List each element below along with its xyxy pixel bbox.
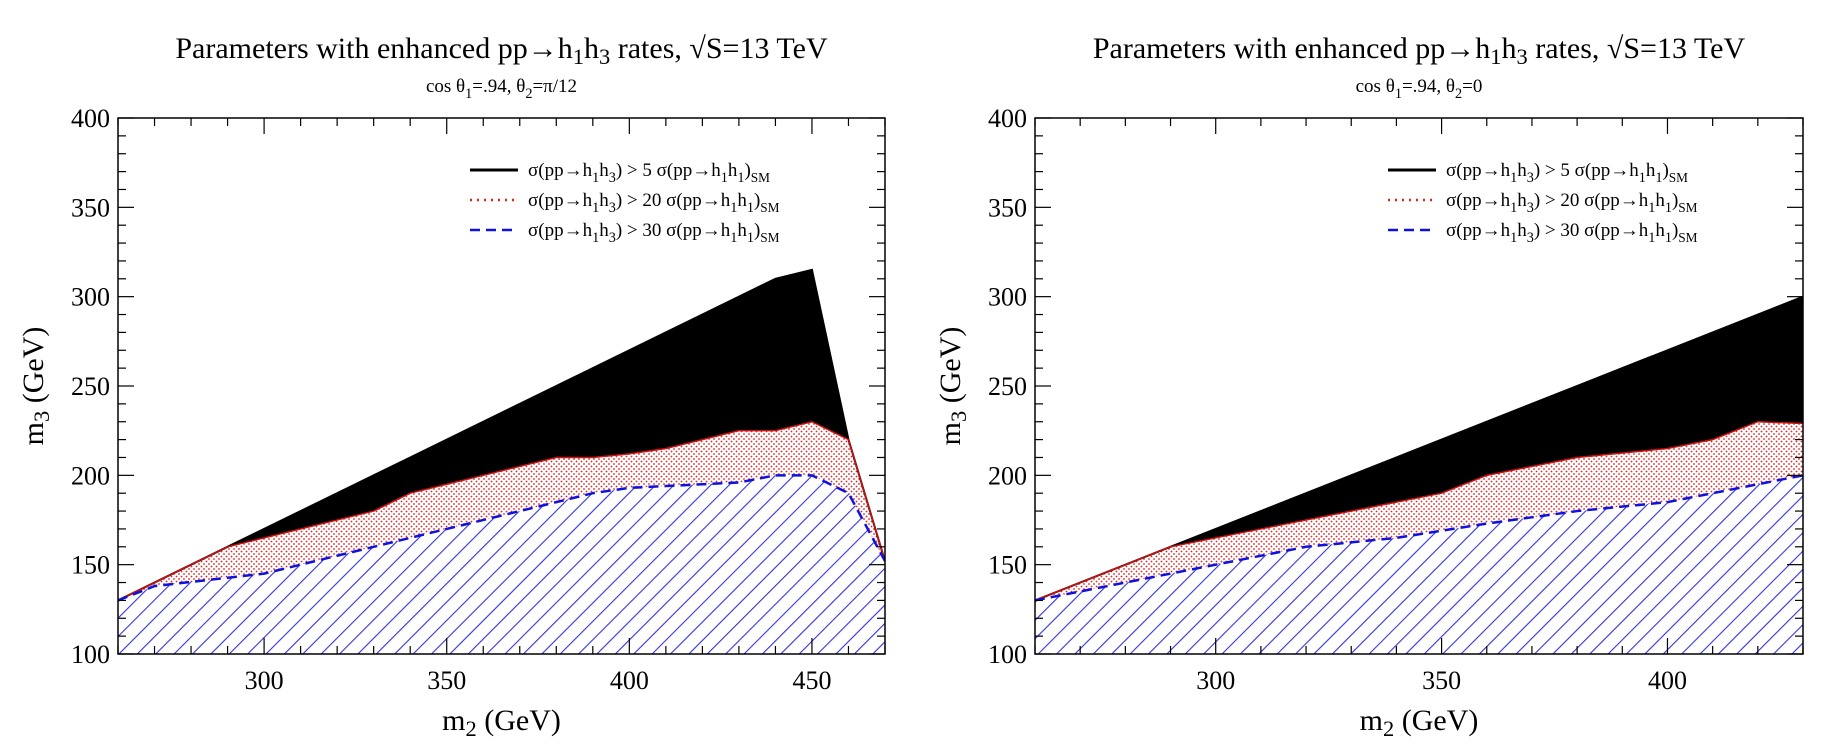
x-tick-label: 300 xyxy=(1196,666,1235,695)
chart-subtitle: cos θ1​=.94, θ2​=π/12 xyxy=(426,76,577,102)
y-tick-label: 350 xyxy=(71,193,110,222)
x-tick-label: 350 xyxy=(1422,666,1461,695)
y-tick-label: 150 xyxy=(71,551,110,580)
y-axis-label: m3​ (GeV) xyxy=(17,327,54,446)
y-tick-label: 200 xyxy=(988,461,1027,490)
chart-title: Parameters with enhanced pp→h1​h3​ rates… xyxy=(175,32,828,69)
x-axis-label: m2​ (GeV) xyxy=(1360,704,1479,741)
plot-area xyxy=(118,268,885,654)
y-tick-label: 250 xyxy=(988,372,1027,401)
y-tick-label: 300 xyxy=(71,283,110,312)
y-tick-label: 100 xyxy=(988,640,1027,669)
legend: σ(pp→h1​h3​) > 5 σ(pp→h1​h1​)SM σ(pp→h1​h… xyxy=(470,160,780,246)
x-tick-label: 450 xyxy=(792,666,831,695)
series-line-3 xyxy=(1035,474,1803,602)
legend-label: σ(pp→h1​h3​) > 30 σ(pp→h1​h1​)SM xyxy=(1446,220,1698,246)
legend-label: σ(pp→h1​h3​) > 5 σ(pp→h1​h1​)SM xyxy=(1446,160,1688,186)
chart-panel-1: Parameters with enhanced pp→h1​h3​ rates… xyxy=(17,32,886,741)
y-tick-label: 150 xyxy=(988,551,1027,580)
x-tick-label: 400 xyxy=(1648,666,1687,695)
y-tick-label: 400 xyxy=(71,104,110,133)
series-line-3 xyxy=(118,474,885,602)
x-tick-label: 400 xyxy=(610,666,649,695)
y-axis-label: m3​ (GeV) xyxy=(934,327,971,446)
chart-panel-2: Parameters with enhanced pp→h1​h3​ rates… xyxy=(934,32,1804,741)
legend-label: σ(pp→h1​h3​) > 20 σ(pp→h1​h1​)SM xyxy=(1446,190,1698,216)
legend: σ(pp→h1​h3​) > 5 σ(pp→h1​h1​)SM σ(pp→h1​h… xyxy=(1388,160,1698,246)
y-tick-label: 100 xyxy=(71,640,110,669)
y-tick-label: 350 xyxy=(988,193,1027,222)
legend-label: σ(pp→h1​h3​) > 30 σ(pp→h1​h1​)SM xyxy=(528,220,780,246)
chart-title: Parameters with enhanced pp→h1​h3​ rates… xyxy=(1093,32,1746,69)
legend-label: σ(pp→h1​h3​) > 20 σ(pp→h1​h1​)SM xyxy=(528,190,780,216)
series-line-1 xyxy=(118,268,885,602)
y-tick-label: 250 xyxy=(71,372,110,401)
x-tick-label: 350 xyxy=(427,666,466,695)
region-30x xyxy=(118,475,885,654)
series-line-2 xyxy=(118,420,885,602)
x-tick-label: 300 xyxy=(245,666,284,695)
plot-area xyxy=(1035,295,1803,654)
x-axis-label: m2​ (GeV) xyxy=(442,704,561,741)
y-tick-label: 400 xyxy=(988,104,1027,133)
chart-subtitle: cos θ1​=.94, θ2​=0 xyxy=(1356,76,1483,102)
y-tick-label: 300 xyxy=(988,283,1027,312)
y-tick-label: 200 xyxy=(71,461,110,490)
series-line-2 xyxy=(1035,420,1803,602)
region-30x xyxy=(1035,475,1803,654)
legend-label: σ(pp→h1​h3​) > 5 σ(pp→h1​h1​)SM xyxy=(528,160,770,186)
